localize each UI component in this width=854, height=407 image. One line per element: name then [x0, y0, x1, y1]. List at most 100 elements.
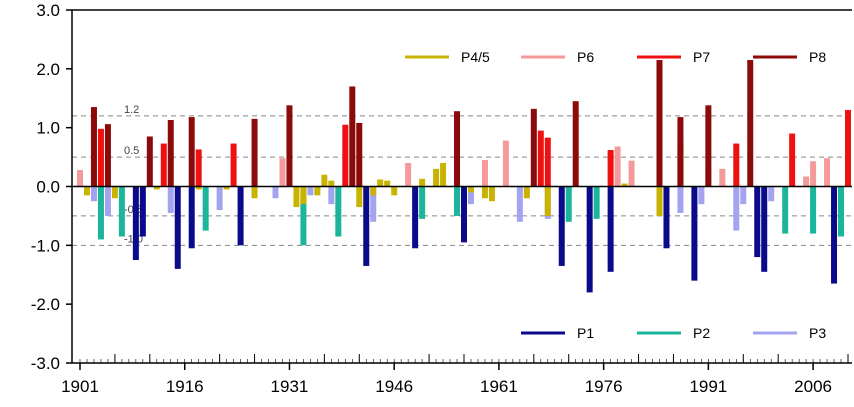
bar — [104, 186, 111, 216]
x-tick-label: 1961 — [480, 377, 518, 396]
x-tick-label: 1901 — [61, 377, 99, 396]
bar — [440, 162, 447, 187]
x-tick-label: 1946 — [375, 377, 413, 396]
bar — [321, 174, 328, 187]
bar — [530, 108, 537, 187]
bar — [97, 128, 104, 187]
bar — [174, 186, 181, 269]
bar — [544, 186, 551, 216]
bar — [279, 158, 286, 187]
y-tick-label: 1.0 — [36, 119, 60, 138]
bar — [195, 186, 202, 190]
bar — [83, 186, 90, 196]
x-tick-label: 1991 — [689, 377, 727, 396]
bar — [195, 149, 202, 187]
bar — [663, 186, 670, 249]
bar — [419, 186, 426, 219]
bar — [677, 186, 684, 213]
reference-line-label: 0.5 — [124, 145, 139, 157]
bar — [377, 179, 384, 187]
bar — [97, 186, 104, 240]
bar — [412, 186, 419, 249]
legend-label: P7 — [693, 49, 710, 65]
bar — [677, 117, 684, 187]
bar — [481, 160, 488, 187]
bar — [90, 186, 97, 202]
bar — [461, 186, 467, 243]
bar — [502, 140, 509, 187]
bar — [454, 186, 461, 216]
bar — [621, 183, 628, 187]
bar — [104, 124, 111, 187]
y-tick-label: -2.0 — [31, 295, 60, 314]
bar — [754, 186, 761, 258]
bar — [391, 186, 398, 196]
bar — [691, 186, 698, 281]
y-tick-label: 3.0 — [36, 1, 60, 20]
bar — [782, 186, 789, 234]
bar — [768, 186, 775, 202]
y-tick-label: -3.0 — [31, 354, 60, 373]
bar — [188, 117, 195, 187]
bar — [454, 111, 461, 187]
bar — [328, 180, 335, 187]
bar — [167, 186, 174, 213]
bar — [593, 186, 600, 219]
bar — [202, 186, 209, 231]
bar — [167, 120, 174, 187]
bar — [216, 186, 223, 211]
bar — [523, 186, 530, 199]
y-tick-label: 0.0 — [36, 178, 60, 197]
bar — [558, 186, 565, 266]
bar — [656, 60, 663, 187]
bar — [300, 186, 307, 246]
bar — [272, 186, 279, 199]
bar — [153, 186, 160, 190]
bar — [740, 186, 747, 205]
bar — [111, 186, 118, 199]
bar — [481, 186, 488, 199]
bar — [77, 170, 83, 187]
bar — [356, 186, 363, 208]
bar — [824, 158, 831, 187]
bar — [146, 136, 153, 187]
bar — [356, 122, 363, 187]
bar — [139, 186, 146, 237]
bar — [370, 186, 377, 196]
bar — [761, 186, 768, 272]
y-tick-label: -1.0 — [31, 236, 60, 255]
legends: P4/5 P6 P7 P8 P1 P2 P3 — [405, 49, 826, 341]
bar — [845, 110, 851, 187]
bar — [237, 186, 244, 246]
bar — [307, 186, 314, 196]
bar — [733, 143, 740, 187]
bar — [733, 186, 740, 231]
bar — [614, 146, 621, 187]
y-tick-label: 2.0 — [36, 60, 60, 79]
bar — [433, 168, 440, 187]
bar — [160, 143, 167, 187]
x-tick-label: 1931 — [271, 377, 309, 396]
bar — [230, 143, 237, 187]
bar — [747, 60, 754, 187]
bar — [314, 186, 321, 196]
bar — [293, 186, 300, 208]
bar — [705, 105, 712, 187]
bar — [838, 186, 845, 237]
bar — [132, 186, 139, 261]
legend-label: P4/5 — [461, 49, 490, 65]
bar — [803, 176, 810, 187]
bar — [607, 150, 614, 187]
bar — [223, 186, 230, 190]
bar — [572, 101, 579, 187]
bar — [628, 160, 635, 187]
bar — [405, 162, 412, 187]
bar — [467, 186, 474, 205]
bar — [286, 105, 293, 187]
bar — [565, 186, 572, 222]
bar — [370, 186, 377, 222]
bar — [342, 124, 349, 187]
bar — [698, 186, 705, 205]
